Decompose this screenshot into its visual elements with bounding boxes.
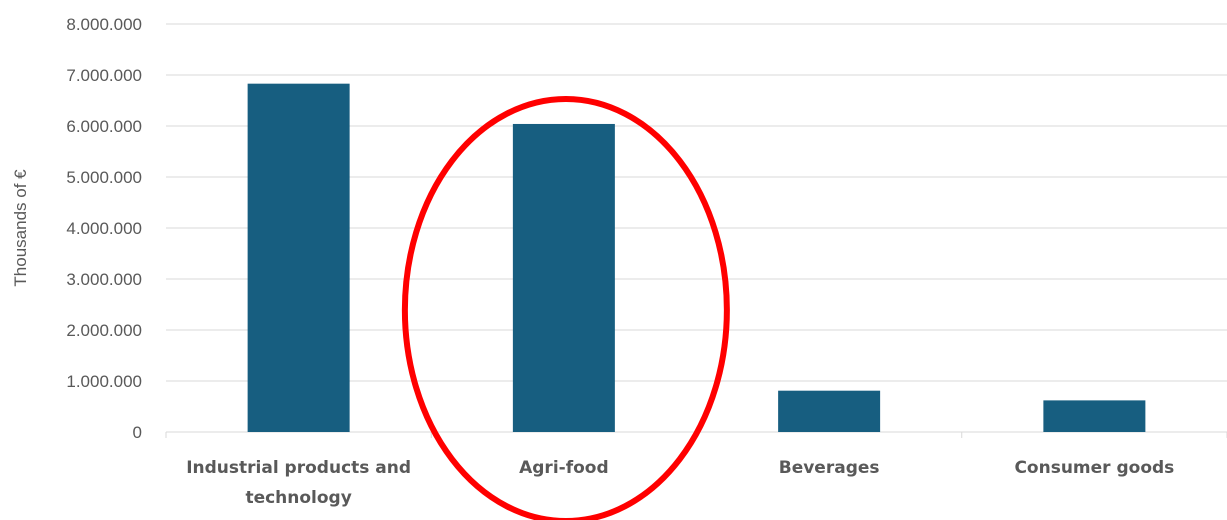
bar — [247, 83, 350, 433]
y-tick-label: 1.000.000 — [66, 372, 142, 391]
y-tick-label: 5.000.000 — [66, 168, 142, 187]
bar — [778, 390, 881, 432]
bar — [512, 123, 615, 433]
x-category-label: Agri-food — [519, 458, 609, 478]
highlight-ellipse — [401, 96, 730, 520]
highlight-annotation — [401, 96, 730, 520]
y-tick-label: 4.000.000 — [66, 219, 142, 238]
bars — [247, 83, 1146, 433]
y-tick-label: 2.000.000 — [66, 321, 142, 340]
y-tick-label: 0 — [133, 423, 142, 442]
y-tick-label: 8.000.000 — [66, 15, 142, 34]
y-axis-ticks: 0 1.000.000 2.000.000 3.000.000 4.000.000 5.0… — [66, 15, 142, 442]
x-category-label: Industrial products and — [186, 458, 411, 478]
x-category-label: technology — [245, 488, 351, 508]
y-tick-label: 7.000.000 — [66, 66, 142, 85]
y-tick-label: 3.000.000 — [66, 270, 142, 289]
x-axis-categories: Industrial products and technology Agri-fo… — [186, 458, 1174, 508]
x-category-label: Beverages — [779, 458, 880, 478]
bar — [1043, 400, 1146, 432]
y-axis-title: Thousands of € — [11, 169, 30, 287]
x-category-label: Consumer goods — [1014, 458, 1174, 478]
y-tick-label: 6.000.000 — [66, 117, 142, 136]
